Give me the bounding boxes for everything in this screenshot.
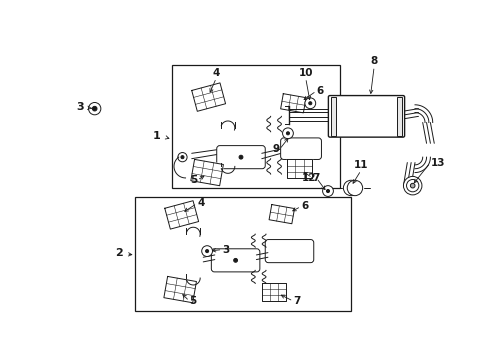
FancyBboxPatch shape [280,138,321,159]
Circle shape [239,155,243,159]
Text: 3: 3 [76,102,84,112]
Text: 10: 10 [298,68,312,78]
Circle shape [92,106,97,111]
Circle shape [178,153,187,162]
Circle shape [308,102,311,105]
Text: 8: 8 [370,56,377,66]
FancyBboxPatch shape [211,249,259,272]
Text: 5: 5 [189,175,197,185]
Text: 9: 9 [272,144,279,154]
Circle shape [202,246,212,256]
Polygon shape [163,276,196,303]
Text: 4: 4 [197,198,204,208]
Text: 4: 4 [212,68,220,78]
Polygon shape [261,283,286,301]
Circle shape [181,156,183,159]
Circle shape [403,176,421,195]
Text: 5: 5 [189,296,196,306]
Circle shape [305,98,315,109]
Polygon shape [286,159,311,178]
Circle shape [286,132,289,135]
Polygon shape [280,94,305,113]
FancyBboxPatch shape [216,145,264,169]
Text: 6: 6 [301,202,307,211]
Bar [135,197,350,311]
Polygon shape [164,201,198,229]
Text: 7: 7 [312,173,319,183]
Text: 2: 2 [114,248,122,258]
Circle shape [205,249,208,253]
Polygon shape [268,204,294,224]
Circle shape [346,180,362,195]
Circle shape [322,186,333,197]
Circle shape [282,128,293,139]
FancyBboxPatch shape [328,95,404,137]
Text: 7: 7 [293,296,300,306]
Bar [396,97,401,136]
FancyBboxPatch shape [264,239,313,263]
Circle shape [233,258,237,262]
Circle shape [88,103,101,115]
Circle shape [406,180,418,192]
Polygon shape [191,83,225,111]
Circle shape [343,180,358,195]
Circle shape [326,189,329,193]
Text: 1: 1 [153,131,161,141]
Text: 11: 11 [353,160,367,170]
Text: 6: 6 [316,86,323,96]
Bar [172,65,339,188]
Polygon shape [190,159,223,186]
Text: 3: 3 [222,244,229,255]
Text: 12: 12 [301,173,316,183]
Text: 13: 13 [429,158,444,167]
Circle shape [409,183,414,188]
Bar [331,97,335,136]
